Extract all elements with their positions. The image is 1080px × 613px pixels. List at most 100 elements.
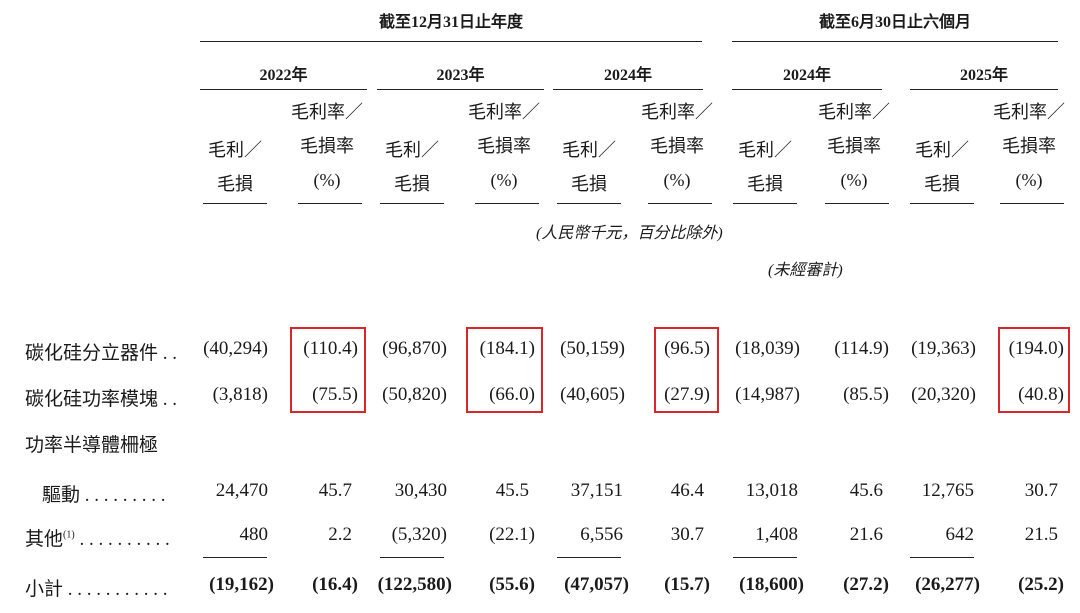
subhead-gp: 毛利／ 毛損 bbox=[733, 133, 797, 201]
unaudited-note: (未經審計) bbox=[768, 262, 843, 279]
table-cell: 21.6 bbox=[849, 524, 883, 545]
table-cell: (96.5) bbox=[664, 338, 710, 359]
header-interim: 截至6月30日止六個月 bbox=[818, 14, 971, 31]
table-cell-total: (16.4) bbox=[312, 574, 358, 595]
subhead-gm-line3: (%) bbox=[840, 170, 868, 190]
table-cell-total: (122,580) bbox=[377, 574, 452, 595]
table-cell: 30.7 bbox=[670, 524, 704, 545]
subhead-gp: 毛利／ 毛損 bbox=[203, 133, 267, 201]
rule-year-2023 bbox=[377, 89, 544, 90]
table-cell-total: (25.2) bbox=[1018, 574, 1064, 595]
table-cell: (40,294) bbox=[203, 338, 268, 359]
subhead-gp-line2: 毛損 bbox=[747, 174, 783, 194]
subhead-gm-line2: 毛損率 bbox=[1002, 136, 1056, 156]
subhead-gm: 毛利率／ 毛損率 (%) bbox=[992, 95, 1066, 197]
table-cell: 480 bbox=[239, 524, 269, 545]
subhead-gm-line2: 毛損率 bbox=[650, 136, 704, 156]
rule-subhead bbox=[557, 203, 621, 204]
highlight-box bbox=[998, 327, 1070, 413]
table-cell: (22.1) bbox=[489, 524, 535, 545]
highlight-box bbox=[290, 327, 366, 413]
rule-subtotal bbox=[557, 557, 621, 558]
row-label-subtotal: 小計 . . . . . . . . . . . bbox=[25, 579, 168, 600]
year-2025: 2025年 bbox=[959, 67, 1008, 84]
rule-subhead bbox=[910, 203, 974, 204]
row-label: 功率半導體柵極 bbox=[25, 435, 159, 456]
table-cell: 642 bbox=[945, 524, 975, 545]
year-2023: 2023年 bbox=[436, 67, 485, 84]
table-cell: 45.5 bbox=[495, 480, 529, 501]
table-cell: 21.5 bbox=[1024, 524, 1058, 545]
table-cell-total: (18,600) bbox=[739, 574, 804, 595]
subhead-gm-line2: 毛損率 bbox=[827, 136, 881, 156]
row-label: 驅動 . . . . . . . . . bbox=[42, 485, 166, 506]
subhead-gp-line1: 毛利／ bbox=[562, 140, 616, 160]
subhead-gp-line2: 毛損 bbox=[924, 174, 960, 194]
table-cell: 30.7 bbox=[1024, 480, 1058, 501]
subhead-gm-line1: 毛利率／ bbox=[291, 102, 363, 122]
subhead-gm: 毛利率／ 毛損率 (%) bbox=[290, 95, 364, 197]
table-cell: 13,018 bbox=[745, 480, 798, 501]
table-cell: (5,320) bbox=[391, 524, 447, 545]
row-label: 碳化硅功率模塊 . . bbox=[25, 389, 178, 410]
table-cell-total: (27.2) bbox=[843, 574, 889, 595]
subhead-gp: 毛利／ 毛損 bbox=[910, 133, 974, 201]
rule-year-2022 bbox=[200, 89, 367, 90]
row-label-text: 其他 bbox=[25, 529, 64, 550]
subhead-gm-line1: 毛利率／ bbox=[993, 102, 1065, 122]
table-cell-total: (15.7) bbox=[664, 574, 710, 595]
rule-subtotal bbox=[910, 557, 974, 558]
table-cell: (114.9) bbox=[834, 338, 889, 359]
subhead-gm-line3: (%) bbox=[663, 170, 691, 190]
table-cell: (18,039) bbox=[735, 338, 800, 359]
year-2024: 2024年 bbox=[603, 67, 652, 84]
table-cell: 6,556 bbox=[580, 524, 623, 545]
subhead-gp-line1: 毛利／ bbox=[208, 140, 262, 160]
subhead-gp-line2: 毛損 bbox=[394, 174, 430, 194]
table-cell: (110.4) bbox=[303, 338, 358, 359]
rule-subhead bbox=[733, 203, 797, 204]
subhead-gm-line2: 毛損率 bbox=[300, 136, 354, 156]
row-label: 其他(1) . . . . . . . . . . bbox=[25, 524, 170, 551]
table-cell: (194.0) bbox=[1008, 338, 1064, 359]
rule-subhead bbox=[203, 203, 267, 204]
subhead-gm-line2: 毛損率 bbox=[477, 136, 531, 156]
subhead-gm: 毛利率／ 毛損率 (%) bbox=[467, 95, 541, 197]
footnote-marker: (1) bbox=[63, 529, 75, 541]
rule-year-2024-interim bbox=[732, 89, 882, 90]
subhead-gm: 毛利率／ 毛損率 (%) bbox=[640, 95, 714, 197]
rule-year-2025 bbox=[910, 89, 1058, 90]
highlight-box bbox=[466, 327, 543, 413]
year-2022: 2022年 bbox=[259, 67, 308, 84]
rule-subhead bbox=[380, 203, 444, 204]
table-cell: (75.5) bbox=[312, 384, 358, 405]
table-cell-total: (55.6) bbox=[489, 574, 535, 595]
subhead-gm-line3: (%) bbox=[313, 170, 341, 190]
table-cell: (40,605) bbox=[560, 384, 625, 405]
table-cell: (3,818) bbox=[212, 384, 268, 405]
table-cell: 46.4 bbox=[670, 480, 704, 501]
table-cell: (184.1) bbox=[479, 338, 535, 359]
table-cell: 1,408 bbox=[755, 524, 798, 545]
table-cell-total: (26,277) bbox=[915, 574, 980, 595]
subhead-gp-line1: 毛利／ bbox=[385, 140, 439, 160]
subhead-gp: 毛利／ 毛損 bbox=[557, 133, 621, 201]
subhead-gp-line1: 毛利／ bbox=[738, 140, 792, 160]
table-cell: (19,363) bbox=[911, 338, 976, 359]
subhead-gm-line3: (%) bbox=[1015, 170, 1043, 190]
highlight-box bbox=[654, 327, 719, 413]
subhead-gm-line1: 毛利率／ bbox=[468, 102, 540, 122]
header-annual: 截至12月31日止年度 bbox=[378, 14, 523, 31]
rule-annual bbox=[200, 41, 702, 42]
table-cell: 37,151 bbox=[570, 480, 623, 501]
rule-subhead bbox=[298, 203, 362, 204]
year-2024-interim: 2024年 bbox=[782, 67, 831, 84]
table-cell: (20,320) bbox=[911, 384, 976, 405]
rule-subhead bbox=[475, 203, 539, 204]
subhead-gp-line1: 毛利／ bbox=[915, 140, 969, 160]
rule-year-2024 bbox=[553, 89, 703, 90]
rule-subhead bbox=[825, 203, 889, 204]
table-cell: (66.0) bbox=[489, 384, 535, 405]
table-cell: (14,987) bbox=[735, 384, 800, 405]
table-cell-total: (47,057) bbox=[564, 574, 629, 595]
